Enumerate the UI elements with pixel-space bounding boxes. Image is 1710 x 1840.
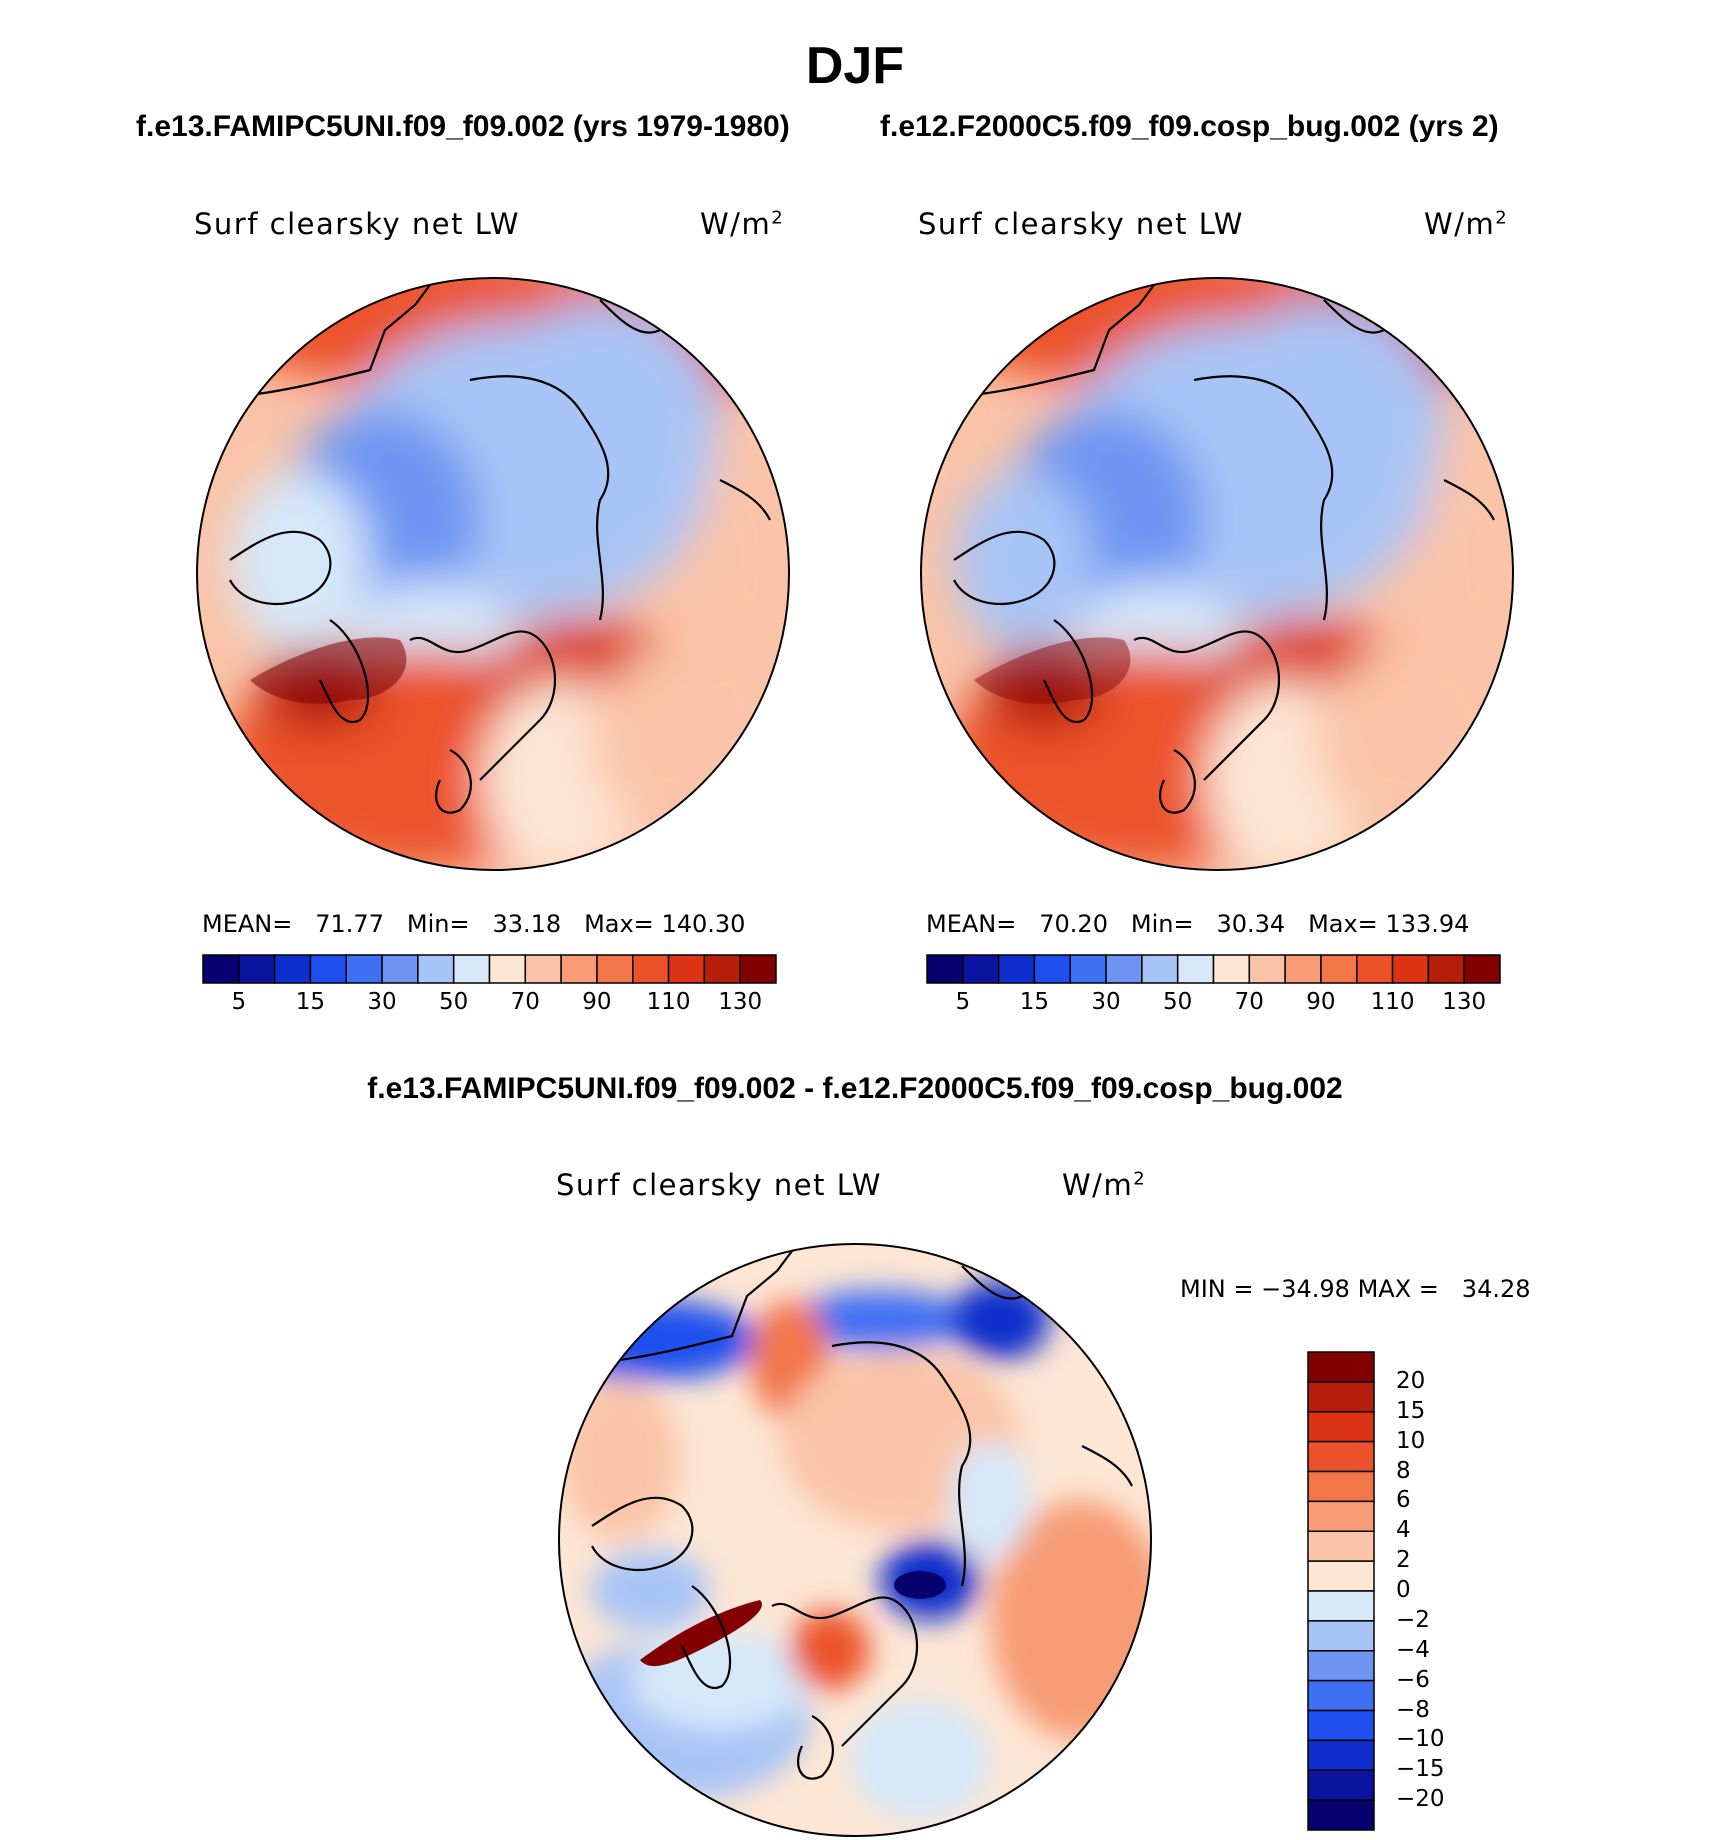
panel3-colorbar-box bbox=[1307, 1769, 1375, 1801]
panel2-colorbar-tick-label: 5 bbox=[955, 989, 971, 1015]
panel2-colorbar bbox=[926, 954, 1501, 984]
panel2-colorbar-tick-label: 90 bbox=[1306, 989, 1336, 1015]
panel3-colorbar-box bbox=[1307, 1799, 1375, 1831]
panel3-colorbar-tick-label: 20 bbox=[1396, 1367, 1426, 1394]
panel2-colorbar-box bbox=[1033, 954, 1071, 984]
panel1-colorbar-tick-label: 70 bbox=[510, 989, 540, 1015]
panel3-stats: MIN = −34.98 MAX = 34.28 bbox=[1180, 1275, 1531, 1303]
panel2-colorbar-box bbox=[1105, 954, 1143, 984]
panel2-colorbar-box bbox=[1463, 954, 1501, 984]
panel3-colorbar-box bbox=[1307, 1470, 1375, 1503]
panel1-colorbar-box bbox=[667, 954, 706, 984]
panel2-map bbox=[920, 277, 1514, 871]
panel1-colorbar bbox=[202, 954, 777, 984]
panel1-colorbar-tick-label: 15 bbox=[295, 989, 326, 1015]
panel1-map bbox=[196, 277, 790, 871]
panel3-colorbar-tick-label: −10 bbox=[1396, 1726, 1445, 1753]
figure-title: DJF bbox=[805, 37, 905, 95]
panel2-colorbar-box bbox=[1176, 954, 1215, 984]
panel1-units: W/m2 bbox=[700, 207, 785, 241]
panel3-colorbar-tick-label: 2 bbox=[1396, 1547, 1411, 1574]
case-title-1: f.e13.FAMIPC5UNI.f09_f09.002 (yrs 1979-1… bbox=[136, 110, 790, 143]
panel1-colorbar-box bbox=[632, 954, 670, 984]
panel2-colorbar-tick-label: 30 bbox=[1091, 989, 1121, 1015]
panel1-colorbar-tick-label: 30 bbox=[367, 989, 397, 1015]
panel1-colorbar-box bbox=[381, 954, 419, 984]
panel1-colorbar-box bbox=[703, 954, 741, 984]
panel2-colorbar-box bbox=[1212, 954, 1251, 984]
panel3-units: W/m2 bbox=[1062, 1168, 1147, 1202]
panel2-colorbar-tick-label: 130 bbox=[1442, 989, 1487, 1015]
panel2-variable-label: Surf clearsky net LW bbox=[918, 207, 1244, 241]
panel2-colorbar-box bbox=[1069, 954, 1107, 984]
panel1-colorbar-box bbox=[309, 954, 347, 984]
panel2-units: W/m2 bbox=[1424, 207, 1509, 241]
panel1-colorbar-box bbox=[273, 954, 312, 984]
panel3-colorbar-tick-label: 8 bbox=[1396, 1457, 1411, 1484]
panel3-colorbar-box bbox=[1307, 1620, 1375, 1652]
panel3-colorbar-box bbox=[1307, 1500, 1375, 1532]
panel3-colorbar-tick-label: 4 bbox=[1396, 1517, 1411, 1544]
panel3-colorbar-tick-label: 10 bbox=[1396, 1427, 1426, 1454]
panel3-map bbox=[558, 1243, 1152, 1837]
panel1-colorbar-tick-label: 110 bbox=[646, 989, 691, 1015]
panel1-colorbar-box bbox=[452, 954, 491, 984]
panel1-colorbar-tick-label: 90 bbox=[582, 989, 612, 1015]
panel3-colorbar-box bbox=[1307, 1679, 1375, 1712]
panel3-variable-label: Surf clearsky net LW bbox=[556, 1168, 882, 1202]
panel3-colorbar-box bbox=[1307, 1590, 1375, 1622]
panel1-colorbar-box bbox=[524, 954, 562, 984]
panel3-colorbar-box bbox=[1307, 1440, 1375, 1473]
panel3-colorbar-box bbox=[1307, 1709, 1375, 1742]
panel1-colorbar-box bbox=[345, 954, 383, 984]
panel3-colorbar bbox=[1307, 1351, 1375, 1831]
panel2-colorbar-box bbox=[1391, 954, 1430, 984]
panel1-stats: MEAN= 71.77 Min= 33.18 Max= 140.30 bbox=[202, 910, 746, 938]
panel3-colorbar-tick-label: 6 bbox=[1396, 1487, 1411, 1514]
panel3-colorbar-box bbox=[1307, 1739, 1375, 1771]
panel2-colorbar-box bbox=[1427, 954, 1465, 984]
panel2-colorbar-box bbox=[1141, 954, 1179, 984]
panel1-colorbar-box bbox=[596, 954, 634, 984]
panel2-stats: MEAN= 70.20 Min= 30.34 Max= 133.94 bbox=[926, 910, 1470, 938]
panel1-colorbar-box bbox=[417, 954, 455, 984]
panel3-colorbar-tick-label: 15 bbox=[1396, 1397, 1426, 1424]
panel2-colorbar-box bbox=[1320, 954, 1358, 984]
panel2-colorbar-box bbox=[1356, 954, 1394, 984]
panel2-colorbar-tick-label: 70 bbox=[1234, 989, 1264, 1015]
case-title-2: f.e12.F2000C5.f09_f09.cosp_bug.002 (yrs … bbox=[880, 110, 1499, 143]
panel3-colorbar-tick-label: −2 bbox=[1396, 1606, 1430, 1633]
panel1-colorbar-box bbox=[202, 954, 240, 984]
panel1-colorbar-tick-label: 50 bbox=[439, 989, 469, 1015]
panel2-colorbar-box bbox=[1248, 954, 1286, 984]
panel3-colorbar-box bbox=[1307, 1411, 1375, 1443]
panel3-colorbar-tick-label: −8 bbox=[1396, 1696, 1430, 1723]
panel3-colorbar-box bbox=[1307, 1530, 1375, 1562]
panel3-colorbar-box bbox=[1307, 1381, 1375, 1413]
panel2-colorbar-box bbox=[962, 954, 1000, 984]
panel2-colorbar-tick-label: 110 bbox=[1370, 989, 1415, 1015]
panel1-colorbar-box bbox=[560, 954, 598, 984]
panel2-colorbar-tick-label: 15 bbox=[1019, 989, 1050, 1015]
panel2-colorbar-box bbox=[997, 954, 1036, 984]
panel3-colorbar-box bbox=[1307, 1560, 1375, 1592]
panel3-colorbar-tick-label: −15 bbox=[1396, 1756, 1445, 1783]
panel3-colorbar-box bbox=[1307, 1650, 1375, 1682]
panel1-variable-label: Surf clearsky net LW bbox=[194, 207, 520, 241]
panel3-colorbar-tick-label: 0 bbox=[1396, 1577, 1411, 1603]
panel2-colorbar-box bbox=[926, 954, 964, 984]
panel3-colorbar-tick-label: −6 bbox=[1396, 1666, 1430, 1693]
panel3-colorbar-tick-label: −20 bbox=[1396, 1786, 1445, 1813]
panel3-colorbar-box bbox=[1307, 1351, 1375, 1383]
panel1-colorbar-box bbox=[488, 954, 527, 984]
panel1-colorbar-tick-label: 130 bbox=[718, 989, 763, 1015]
panel2-colorbar-tick-label: 50 bbox=[1163, 989, 1193, 1015]
panel1-colorbar-box bbox=[739, 954, 777, 984]
panel2-colorbar-box bbox=[1284, 954, 1322, 984]
panel3-colorbar-tick-label: −4 bbox=[1396, 1636, 1430, 1663]
diff-title: f.e13.FAMIPC5UNI.f09_f09.002 - f.e12.F20… bbox=[367, 1072, 1343, 1105]
panel1-colorbar-tick-label: 5 bbox=[231, 989, 247, 1015]
panel1-colorbar-box bbox=[238, 954, 276, 984]
